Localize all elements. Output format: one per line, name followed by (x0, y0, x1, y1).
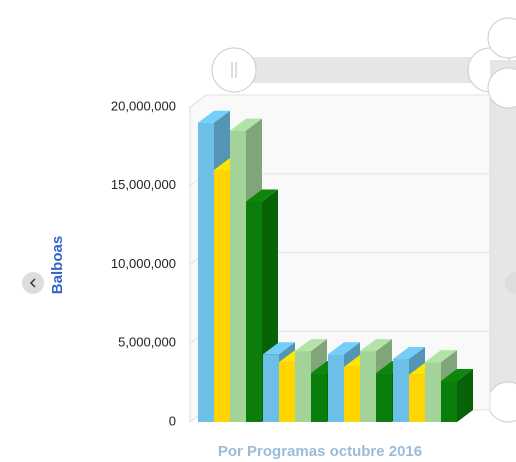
y-tick-label: 20,000,000 (111, 98, 176, 113)
bar-front (214, 170, 230, 422)
bar-front (311, 373, 327, 422)
bar-top (230, 118, 262, 131)
bar-front (376, 373, 392, 422)
bar-front (409, 374, 425, 422)
nav-left-arrow (29, 278, 36, 288)
grid-line (189, 94, 490, 108)
y-tick-label: 0 (169, 413, 176, 428)
bar-top (393, 347, 425, 359)
bar-top (246, 189, 278, 202)
bar-top (360, 339, 392, 352)
bar-front (279, 362, 295, 422)
bar-front (295, 351, 311, 422)
y-tick-label: 10,000,000 (111, 256, 176, 271)
scrollbar-track (232, 57, 490, 83)
bar-top (441, 369, 473, 382)
nav-right[interactable] (505, 272, 516, 294)
bar-top (263, 342, 295, 355)
bar-front (328, 354, 344, 422)
nav-left[interactable] (22, 272, 44, 294)
y-tick-label: 15,000,000 (111, 177, 176, 192)
vertical-scrollbar (490, 60, 516, 410)
x-axis-title: Por Programas octubre 2016 (218, 443, 422, 460)
scroll-handle[interactable] (211, 47, 257, 93)
y-axis-title: Balboas (49, 236, 66, 294)
bar-front (393, 359, 409, 422)
scroll-handle[interactable] (487, 67, 516, 109)
bar-front (441, 381, 457, 422)
bar-front (246, 201, 262, 422)
bar-top (328, 342, 360, 355)
bar-front (263, 354, 279, 422)
bar-top (295, 339, 327, 352)
bar-front (360, 351, 376, 422)
bar-front (230, 130, 246, 422)
bar-top (425, 350, 457, 363)
bar-front (344, 366, 360, 422)
export-button[interactable] (487, 17, 516, 59)
bar-top (198, 110, 230, 123)
bar (441, 369, 473, 422)
y-tick-label: 5,000,000 (118, 335, 176, 350)
bar-front (425, 362, 441, 422)
bar-front (198, 122, 214, 422)
bar-side (457, 369, 473, 422)
